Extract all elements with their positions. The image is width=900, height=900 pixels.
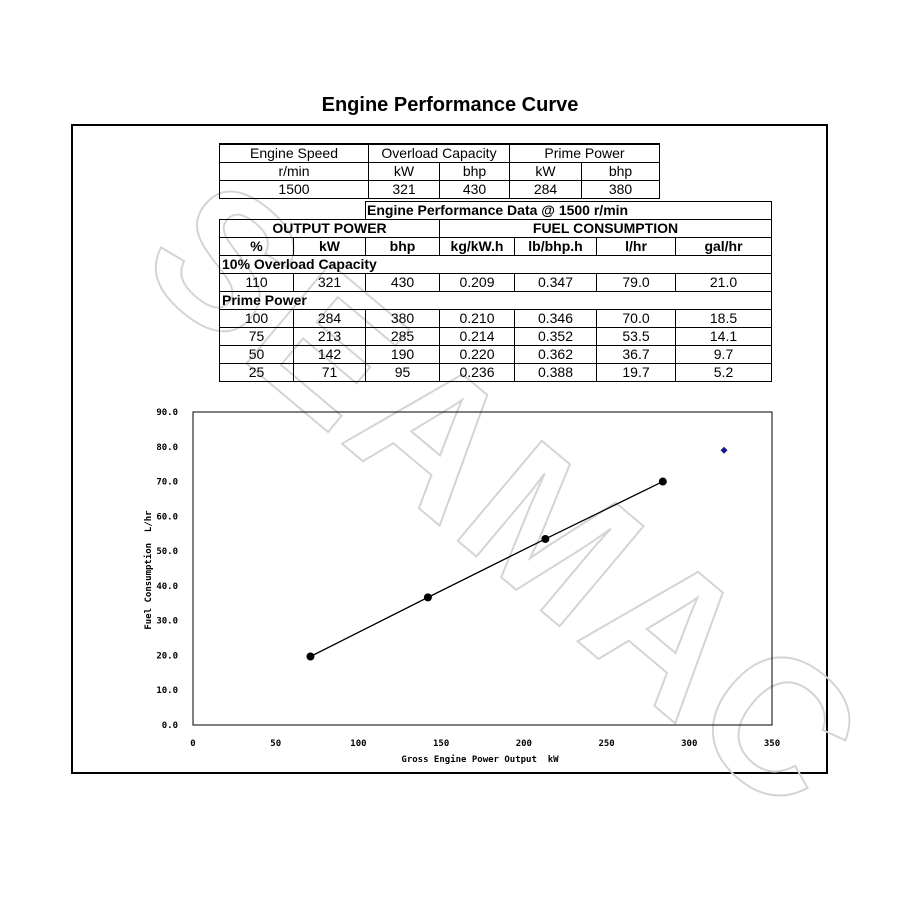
data-point (306, 652, 315, 661)
x-tick-label: 100 (350, 739, 366, 749)
chart-frame (71, 124, 828, 774)
y-tick-label: 20.0 (156, 651, 178, 661)
page-title: Engine Performance Curve (321, 94, 579, 116)
table-cell: 213 (293, 327, 366, 346)
table-cell: 5.2 (675, 363, 772, 382)
x-axis-label: Gross Engine Power Output kW (401, 754, 559, 765)
chart-series (306, 446, 728, 661)
table-row: 110 321 430 0.209 0.347 79.0 21.0 (219, 273, 772, 292)
table-cell: 70.0 (596, 309, 676, 328)
table-cell: 0.388 (514, 363, 597, 382)
y-tick-label: 70.0 (156, 478, 178, 488)
table-cell: 0.346 (514, 309, 597, 328)
table-cell: 19.7 (596, 363, 676, 382)
table-cell: 53.5 (596, 327, 676, 346)
y-tick-label: 10.0 (156, 686, 178, 696)
x-tick-label: 350 (764, 739, 780, 749)
table-row: 50 142 190 0.220 0.362 36.7 9.7 (219, 345, 772, 364)
y-tick-label: 80.0 (156, 443, 178, 453)
table-row: 100 284 380 0.210 0.346 70.0 18.5 (219, 309, 772, 328)
y-tick-label: 40.0 (156, 582, 178, 592)
y-axis-ticks: 0.0 10.0 20.0 30.0 40.0 50.0 60.0 70.0 80.0 90.0 (156, 408, 178, 731)
spec-unit: r/min (219, 162, 369, 181)
spec-value: 321 (368, 180, 440, 199)
table-cell: 0.214 (439, 327, 515, 346)
y-tick-label: 90.0 (156, 408, 178, 418)
spec-value: 430 (439, 180, 510, 199)
y-axis-label: Fuel Consumption L/hr (143, 510, 154, 630)
performance-table-title: Engine Performance Data @ 1500 r/min (365, 201, 772, 220)
x-tick-label: 200 (516, 739, 532, 749)
data-point-diamond (720, 446, 728, 454)
y-tick-label: 0.0 (162, 721, 178, 731)
spec-value: 284 (509, 180, 582, 199)
y-tick-label: 50.0 (156, 547, 178, 557)
x-axis-ticks: 0 50 100 150 200 250 300 350 (190, 739, 780, 749)
table-cell: 0.352 (514, 327, 597, 346)
data-point (541, 534, 550, 543)
table-cell: 71 (293, 363, 366, 382)
spec-header-speed: Engine Speed (219, 143, 369, 163)
series-line (310, 480, 664, 658)
engine-spec-table: Engine Speed Overload Capacity Prime Pow… (219, 143, 660, 199)
data-point (423, 593, 432, 602)
x-tick-label: 300 (681, 739, 697, 749)
table-cell: 9.7 (675, 345, 772, 364)
performance-table: Engine Performance Data @ 1500 r/min OUT… (219, 201, 772, 382)
x-tick-label: 250 (598, 739, 614, 749)
table-cell: 95 (365, 363, 440, 382)
x-tick-label: 50 (270, 739, 281, 749)
x-tick-label: 0 (190, 739, 195, 749)
y-tick-label: 60.0 (156, 512, 178, 522)
x-tick-label: 150 (433, 739, 449, 749)
spec-value: 1500 (219, 180, 369, 199)
data-point (658, 477, 667, 486)
y-tick-label: 30.0 (156, 617, 178, 627)
table-cell: 190 (365, 345, 440, 364)
table-cell: 100 (219, 309, 294, 328)
plot-area (192, 411, 773, 726)
table-cell: 75 (219, 327, 294, 346)
table-cell: 0.236 (439, 363, 515, 382)
section-overload: 10% Overload Capacity (219, 255, 772, 274)
table-row: 25 71 95 0.236 0.388 19.7 5.2 (219, 363, 772, 382)
spec-value: 380 (581, 180, 660, 199)
